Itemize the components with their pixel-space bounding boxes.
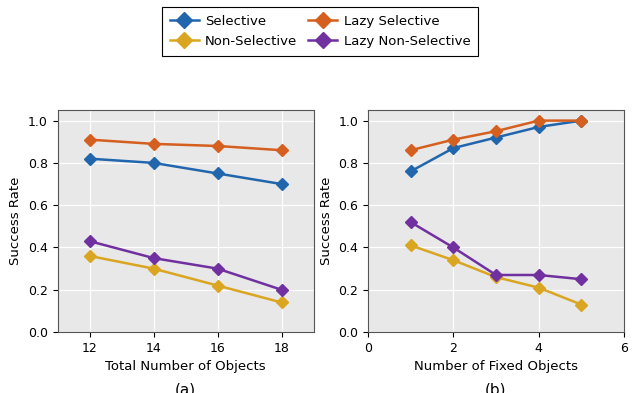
Text: (b): (b)	[485, 382, 507, 393]
X-axis label: Number of Fixed Objects: Number of Fixed Objects	[414, 360, 578, 373]
Text: (a): (a)	[175, 382, 196, 393]
Y-axis label: Success Rate: Success Rate	[320, 177, 333, 265]
Y-axis label: Success Rate: Success Rate	[10, 177, 22, 265]
Legend: Selective, Non-Selective, Lazy Selective, Lazy Non-Selective: Selective, Non-Selective, Lazy Selective…	[162, 7, 478, 56]
X-axis label: Total Number of Objects: Total Number of Objects	[106, 360, 266, 373]
